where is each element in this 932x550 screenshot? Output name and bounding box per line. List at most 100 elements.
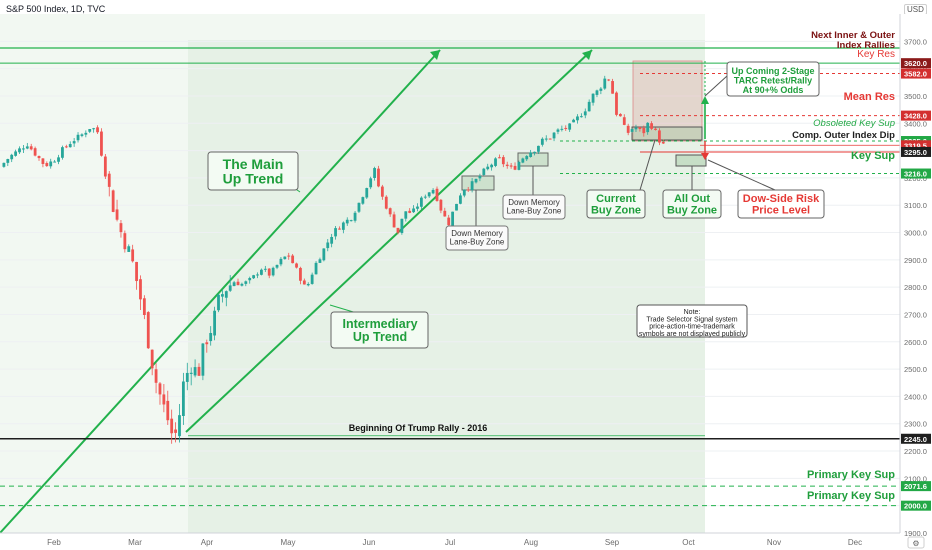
candle-body xyxy=(626,125,630,133)
candle-body xyxy=(103,156,107,177)
candle-body xyxy=(123,233,127,250)
intermediary-trend-line xyxy=(185,49,593,433)
candle-body xyxy=(205,342,209,345)
candle-body xyxy=(548,138,552,140)
y-tick-label: 2100.0 xyxy=(904,474,927,483)
note-box xyxy=(636,304,748,338)
downside-label-box xyxy=(737,189,825,219)
candle-body xyxy=(131,249,135,262)
candle-body xyxy=(96,127,99,133)
candle-body xyxy=(490,164,494,168)
candle-body xyxy=(135,261,138,282)
candle-body xyxy=(244,281,248,284)
candle-body xyxy=(224,291,228,298)
current-buy-label-box xyxy=(586,189,646,219)
candle-body xyxy=(139,279,142,300)
price-tag xyxy=(901,500,931,511)
price-tag xyxy=(901,58,931,69)
candle-body xyxy=(314,262,318,275)
candle-body xyxy=(45,163,49,167)
candle-body xyxy=(127,246,131,252)
candle-body xyxy=(232,282,236,287)
x-tick-label: Sep xyxy=(605,538,620,547)
candle-body xyxy=(267,268,271,276)
candle-body xyxy=(540,138,544,145)
candle-body xyxy=(25,146,29,149)
x-tick-label: Jun xyxy=(363,538,376,547)
candle-body xyxy=(427,192,431,197)
candle-body xyxy=(501,157,505,165)
main-trend-arrow xyxy=(430,50,440,60)
y-tick-label: 3500.0 xyxy=(904,92,927,101)
candle-body xyxy=(537,145,540,152)
candle-body xyxy=(61,147,64,158)
price-tag-label: 3295.0 xyxy=(904,148,927,157)
candle-body xyxy=(318,259,322,263)
candle-body xyxy=(189,372,193,374)
key-sup-label: Key Sup xyxy=(851,150,895,162)
candle-body xyxy=(88,128,92,132)
candle-body xyxy=(654,128,657,130)
candle-body xyxy=(248,278,252,281)
intermediary-label: Intermediary Up Trend xyxy=(342,317,417,344)
candle-body xyxy=(115,209,119,220)
candle-body xyxy=(22,148,25,150)
mean-res-label: Mean Res xyxy=(844,91,895,103)
price-tag xyxy=(901,110,931,121)
candle-body xyxy=(533,151,536,154)
candle-body xyxy=(357,202,361,212)
candle-body xyxy=(53,161,57,163)
candle-body xyxy=(400,218,404,234)
candle-body xyxy=(275,264,279,268)
candle-body xyxy=(615,92,618,115)
candle-body xyxy=(287,255,291,257)
current-buy-box xyxy=(631,126,703,141)
candle-body xyxy=(384,196,388,209)
x-tick-label: Jul xyxy=(445,538,455,547)
candle-body xyxy=(111,190,115,212)
settings-button[interactable] xyxy=(907,536,925,549)
candle-body xyxy=(474,178,478,183)
candle-body xyxy=(213,310,216,336)
candle-body xyxy=(256,274,259,276)
candle-body xyxy=(92,128,96,130)
candle-body xyxy=(634,127,638,130)
candle-body xyxy=(642,127,646,134)
candle-body xyxy=(392,214,396,228)
candle-body xyxy=(209,333,213,342)
y-tick-label: 3400.0 xyxy=(904,119,927,128)
candle-body xyxy=(595,90,599,95)
candle-body xyxy=(80,134,84,136)
candle-body xyxy=(439,199,443,211)
price-tag xyxy=(901,140,931,151)
all-out-label: All Out Buy Zone xyxy=(667,193,717,217)
candle-body xyxy=(435,188,439,201)
candle-body xyxy=(423,196,427,198)
trump-rally-label: Beginning Of Trump Rally - 2016 xyxy=(349,423,488,433)
candle-body xyxy=(603,78,607,89)
candle-body xyxy=(185,372,189,382)
candle-body xyxy=(181,381,185,416)
candle-body xyxy=(650,123,653,129)
candle-body xyxy=(201,343,205,376)
candle-body xyxy=(142,298,146,315)
candle-body xyxy=(119,223,123,233)
candle-body xyxy=(377,168,380,187)
candle-body xyxy=(84,132,88,135)
candle-body xyxy=(412,208,415,213)
y-tick-label: 3000.0 xyxy=(904,229,927,238)
obsoleted-label: Obsoleted Key Sup xyxy=(813,118,895,129)
price-tag xyxy=(901,146,931,157)
price-tag xyxy=(901,68,931,79)
y-tick-label: 2900.0 xyxy=(904,256,927,265)
candle-body xyxy=(560,128,564,130)
candle-body xyxy=(396,227,400,233)
candle-body xyxy=(37,155,41,159)
candle-body xyxy=(470,181,474,190)
candle-body xyxy=(521,158,525,163)
candle-body xyxy=(388,208,392,215)
x-tick-label: Mar xyxy=(128,538,142,547)
y-tick-label: 2500.0 xyxy=(904,365,927,374)
upcoming-label-box xyxy=(726,61,820,97)
